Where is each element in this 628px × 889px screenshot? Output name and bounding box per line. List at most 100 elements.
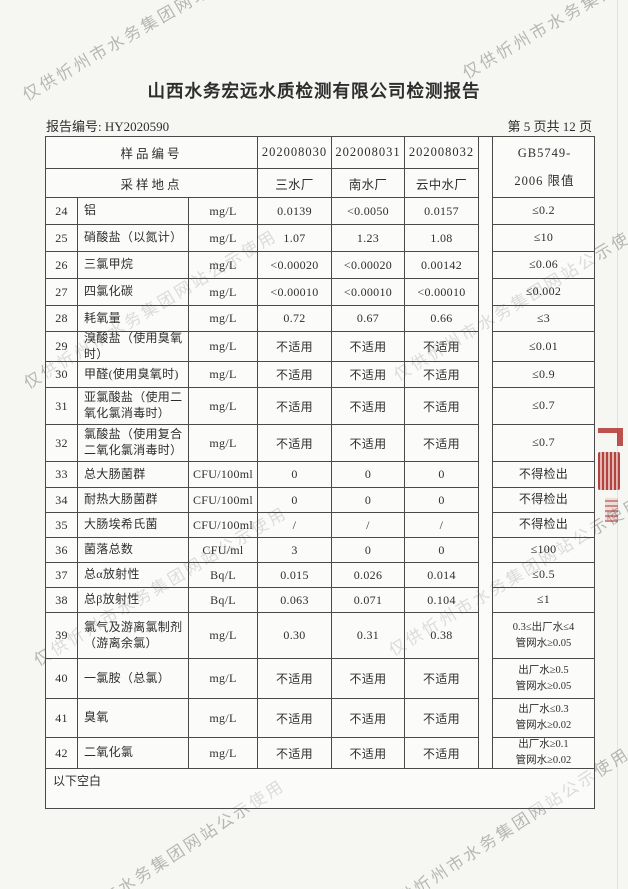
value-cell: 不适用 [405, 659, 479, 699]
parameter-name-cell: 耗氧量 [78, 306, 189, 332]
unit-cell: Bq/L [189, 563, 258, 588]
unit-cell: mg/L [189, 425, 258, 462]
value-cell: 不适用 [405, 388, 479, 425]
parameter-name-cell: 耐热大肠菌群 [78, 488, 189, 513]
table-row: 25 硝酸盐（以氮计） mg/L 1.07 1.23 1.08 ≤10 [46, 225, 594, 252]
row-number-cell: 39 [46, 613, 78, 659]
below-blank-note: 以下空白 [46, 769, 594, 808]
value-cell: 0.00142 [405, 252, 479, 279]
table-row: 38 总β放射性 Bq/L 0.063 0.071 0.104 ≤1 [46, 588, 594, 613]
unit-cell: mg/L [189, 332, 258, 362]
unit-cell: mg/L [189, 306, 258, 332]
parameter-name-cell: 总β放射性 [78, 588, 189, 613]
value-cell: 不适用 [405, 425, 479, 462]
parameter-name-cell: 甲醛(使用臭氧时) [78, 362, 189, 388]
report-number: 报告编号: HY2020590 [46, 119, 170, 134]
separator-cell [479, 588, 493, 613]
table-row: 34 耐热大肠菌群 CFU/100ml 0 0 0 不得检出 [46, 488, 594, 513]
value-cell: 1.07 [258, 225, 332, 252]
value-cell: 0.66 [405, 306, 479, 332]
value-cell: 1.23 [332, 225, 405, 252]
row-number-cell: 26 [46, 252, 78, 279]
separator-cell [479, 563, 493, 588]
table-row: 37 总α放射性 Bq/L 0.015 0.026 0.014 ≤0.5 [46, 563, 594, 588]
limit-cell: ≤0.2 [493, 198, 594, 225]
unit-cell: mg/L [189, 613, 258, 659]
unit-cell: CFU/100ml [189, 513, 258, 538]
value-cell: 0.014 [405, 563, 479, 588]
limit-cell: 出厂水≤0.3 管网水≥0.02 [493, 699, 594, 738]
parameter-name-cell: 三氯甲烷 [78, 252, 189, 279]
separator-cell [479, 488, 493, 513]
value-cell: 0 [405, 538, 479, 563]
separator-cell [479, 388, 493, 425]
unit-cell: CFU/100ml [189, 488, 258, 513]
separator-cell [479, 659, 493, 699]
value-cell: 0.104 [405, 588, 479, 613]
table-row: 35 大肠埃希氏菌 CFU/100ml / / / 不得检出 [46, 513, 594, 538]
value-cell: 0 [332, 488, 405, 513]
value-cell: 不适用 [405, 699, 479, 738]
limit-cell: ≤0.01 [493, 332, 594, 362]
table-row: 36 菌落总数 CFU/ml 3 0 0 ≤100 [46, 538, 594, 563]
value-cell: 不适用 [332, 425, 405, 462]
unit-cell: mg/L [189, 659, 258, 699]
report-title: 山西水务宏远水质检测有限公司检测报告 [147, 81, 481, 101]
row-number-cell: 25 [46, 225, 78, 252]
value-cell: 不适用 [258, 738, 332, 769]
table-row: 26 三氯甲烷 mg/L <0.00020 <0.00020 0.00142 ≤0.06 [46, 252, 594, 279]
separator-cell [479, 613, 493, 659]
limit-cell: 出厂水≥0.5 管网水≥0.05 [493, 659, 594, 699]
value-cell: 0.67 [332, 306, 405, 332]
parameter-name-cell: 总α放射性 [78, 563, 189, 588]
separator-cell [479, 198, 493, 225]
row-number-cell: 29 [46, 332, 78, 362]
separator-cell [479, 279, 493, 306]
row-number-cell: 24 [46, 198, 78, 225]
row-number-cell: 30 [46, 362, 78, 388]
unit-cell: mg/L [189, 252, 258, 279]
limit-cell: ≤0.9 [493, 362, 594, 388]
table-row: 24 铝 mg/L 0.0139 <0.0050 0.0157 ≤0.2 [46, 198, 594, 225]
separator-cell [479, 538, 493, 563]
value-cell: 不适用 [405, 738, 479, 769]
value-cell: 不适用 [258, 659, 332, 699]
page-indicator: 第 5 页共 12 页 [507, 119, 592, 134]
table-row: 28 耗氧量 mg/L 0.72 0.67 0.66 ≤3 [46, 306, 594, 332]
value-cell: 3 [258, 538, 332, 563]
row-number-cell: 42 [46, 738, 78, 769]
table-row: 40 一氯胺（总氯） mg/L 不适用 不适用 不适用 出厂水≥0.5 管网水≥0.05 [46, 659, 594, 699]
separator-cell [479, 738, 493, 769]
table-row: 42 二氧化氯 mg/L 不适用 不适用 不适用 出厂水≥0.1 管网水≥0.02 [46, 738, 594, 769]
row-number-cell: 32 [46, 425, 78, 462]
results-table: 样品编号 202008030 202008031 202008032 采样地点 … [45, 136, 595, 809]
limit-cell: 0.3≤出厂水≤4 管网水≥0.05 [493, 613, 594, 659]
unit-cell: mg/L [189, 198, 258, 225]
stamp-mark [598, 428, 623, 446]
parameter-name-cell: 菌落总数 [78, 538, 189, 563]
value-cell: 0 [258, 488, 332, 513]
value-cell: <0.00010 [405, 279, 479, 306]
value-cell: 0 [405, 462, 479, 488]
limit-header-placeholder [493, 137, 594, 169]
stamp-mark [605, 498, 618, 522]
parameter-name-cell: 氯气及游离氯制剂 （游离余氯） [78, 613, 189, 659]
value-cell: 0 [405, 488, 479, 513]
parameter-name-cell: 氯酸盐（使用复合 二氧化氯消毒时） [78, 425, 189, 462]
separator-cell [479, 306, 493, 332]
value-cell: 0.72 [258, 306, 332, 332]
table-header-row-sample-id: 样品编号 202008030 202008031 202008032 [46, 137, 594, 169]
limit-cell: ≤0.002 [493, 279, 594, 306]
report-meta: 报告编号: HY2020590 第 5 页共 12 页 [46, 116, 592, 135]
value-cell: <0.0050 [332, 198, 405, 225]
row-number-cell: 41 [46, 699, 78, 738]
value-cell: 不适用 [332, 332, 405, 362]
parameter-name-cell: 总大肠菌群 [78, 462, 189, 488]
separator-cell [479, 425, 493, 462]
sample-id: 202008031 [332, 137, 405, 169]
row-number-cell: 40 [46, 659, 78, 699]
table-row: 32 氯酸盐（使用复合 二氧化氯消毒时） mg/L 不适用 不适用 不适用 ≤0.7 [46, 425, 594, 462]
value-cell: 0.38 [405, 613, 479, 659]
limit-cell: ≤0.5 [493, 563, 594, 588]
